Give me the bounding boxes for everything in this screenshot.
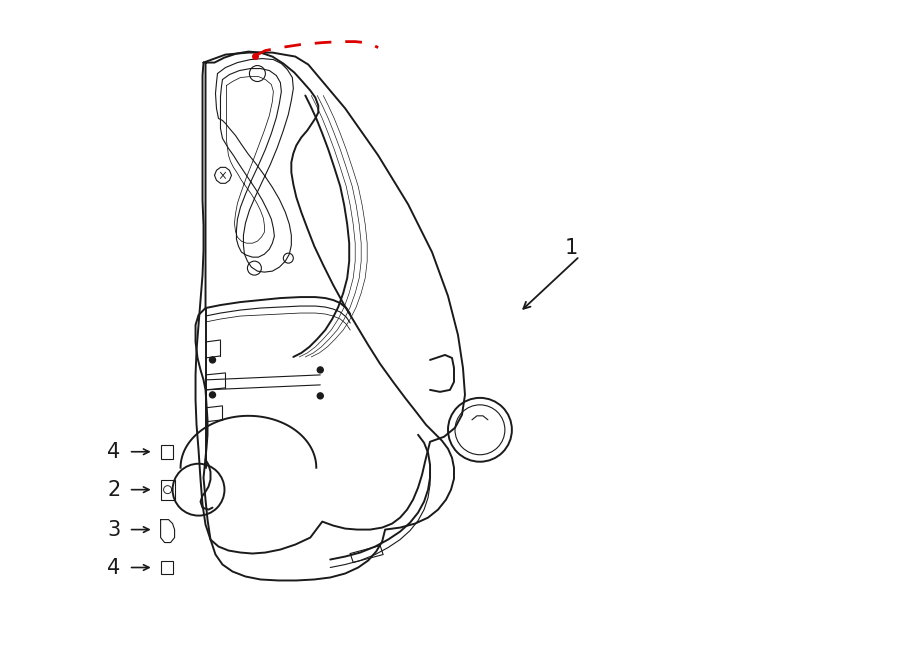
Text: 3: 3 xyxy=(107,520,121,539)
Bar xyxy=(160,561,173,574)
Text: 1: 1 xyxy=(565,238,579,258)
Bar xyxy=(160,445,173,459)
Text: 2: 2 xyxy=(107,480,121,500)
Text: 4: 4 xyxy=(107,557,121,578)
Text: 4: 4 xyxy=(107,442,121,462)
Circle shape xyxy=(210,392,215,398)
Circle shape xyxy=(318,393,323,399)
Bar xyxy=(160,480,175,500)
Circle shape xyxy=(210,357,215,363)
Circle shape xyxy=(318,367,323,373)
